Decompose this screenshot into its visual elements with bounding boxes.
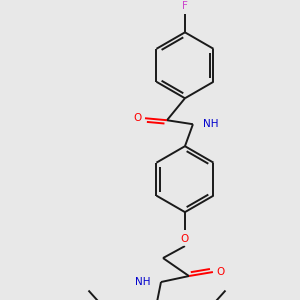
Text: O: O	[181, 234, 189, 244]
Text: F: F	[182, 2, 188, 11]
Text: NH: NH	[203, 119, 218, 129]
Text: O: O	[217, 267, 225, 277]
Text: O: O	[133, 113, 141, 123]
Text: NH: NH	[136, 277, 151, 287]
